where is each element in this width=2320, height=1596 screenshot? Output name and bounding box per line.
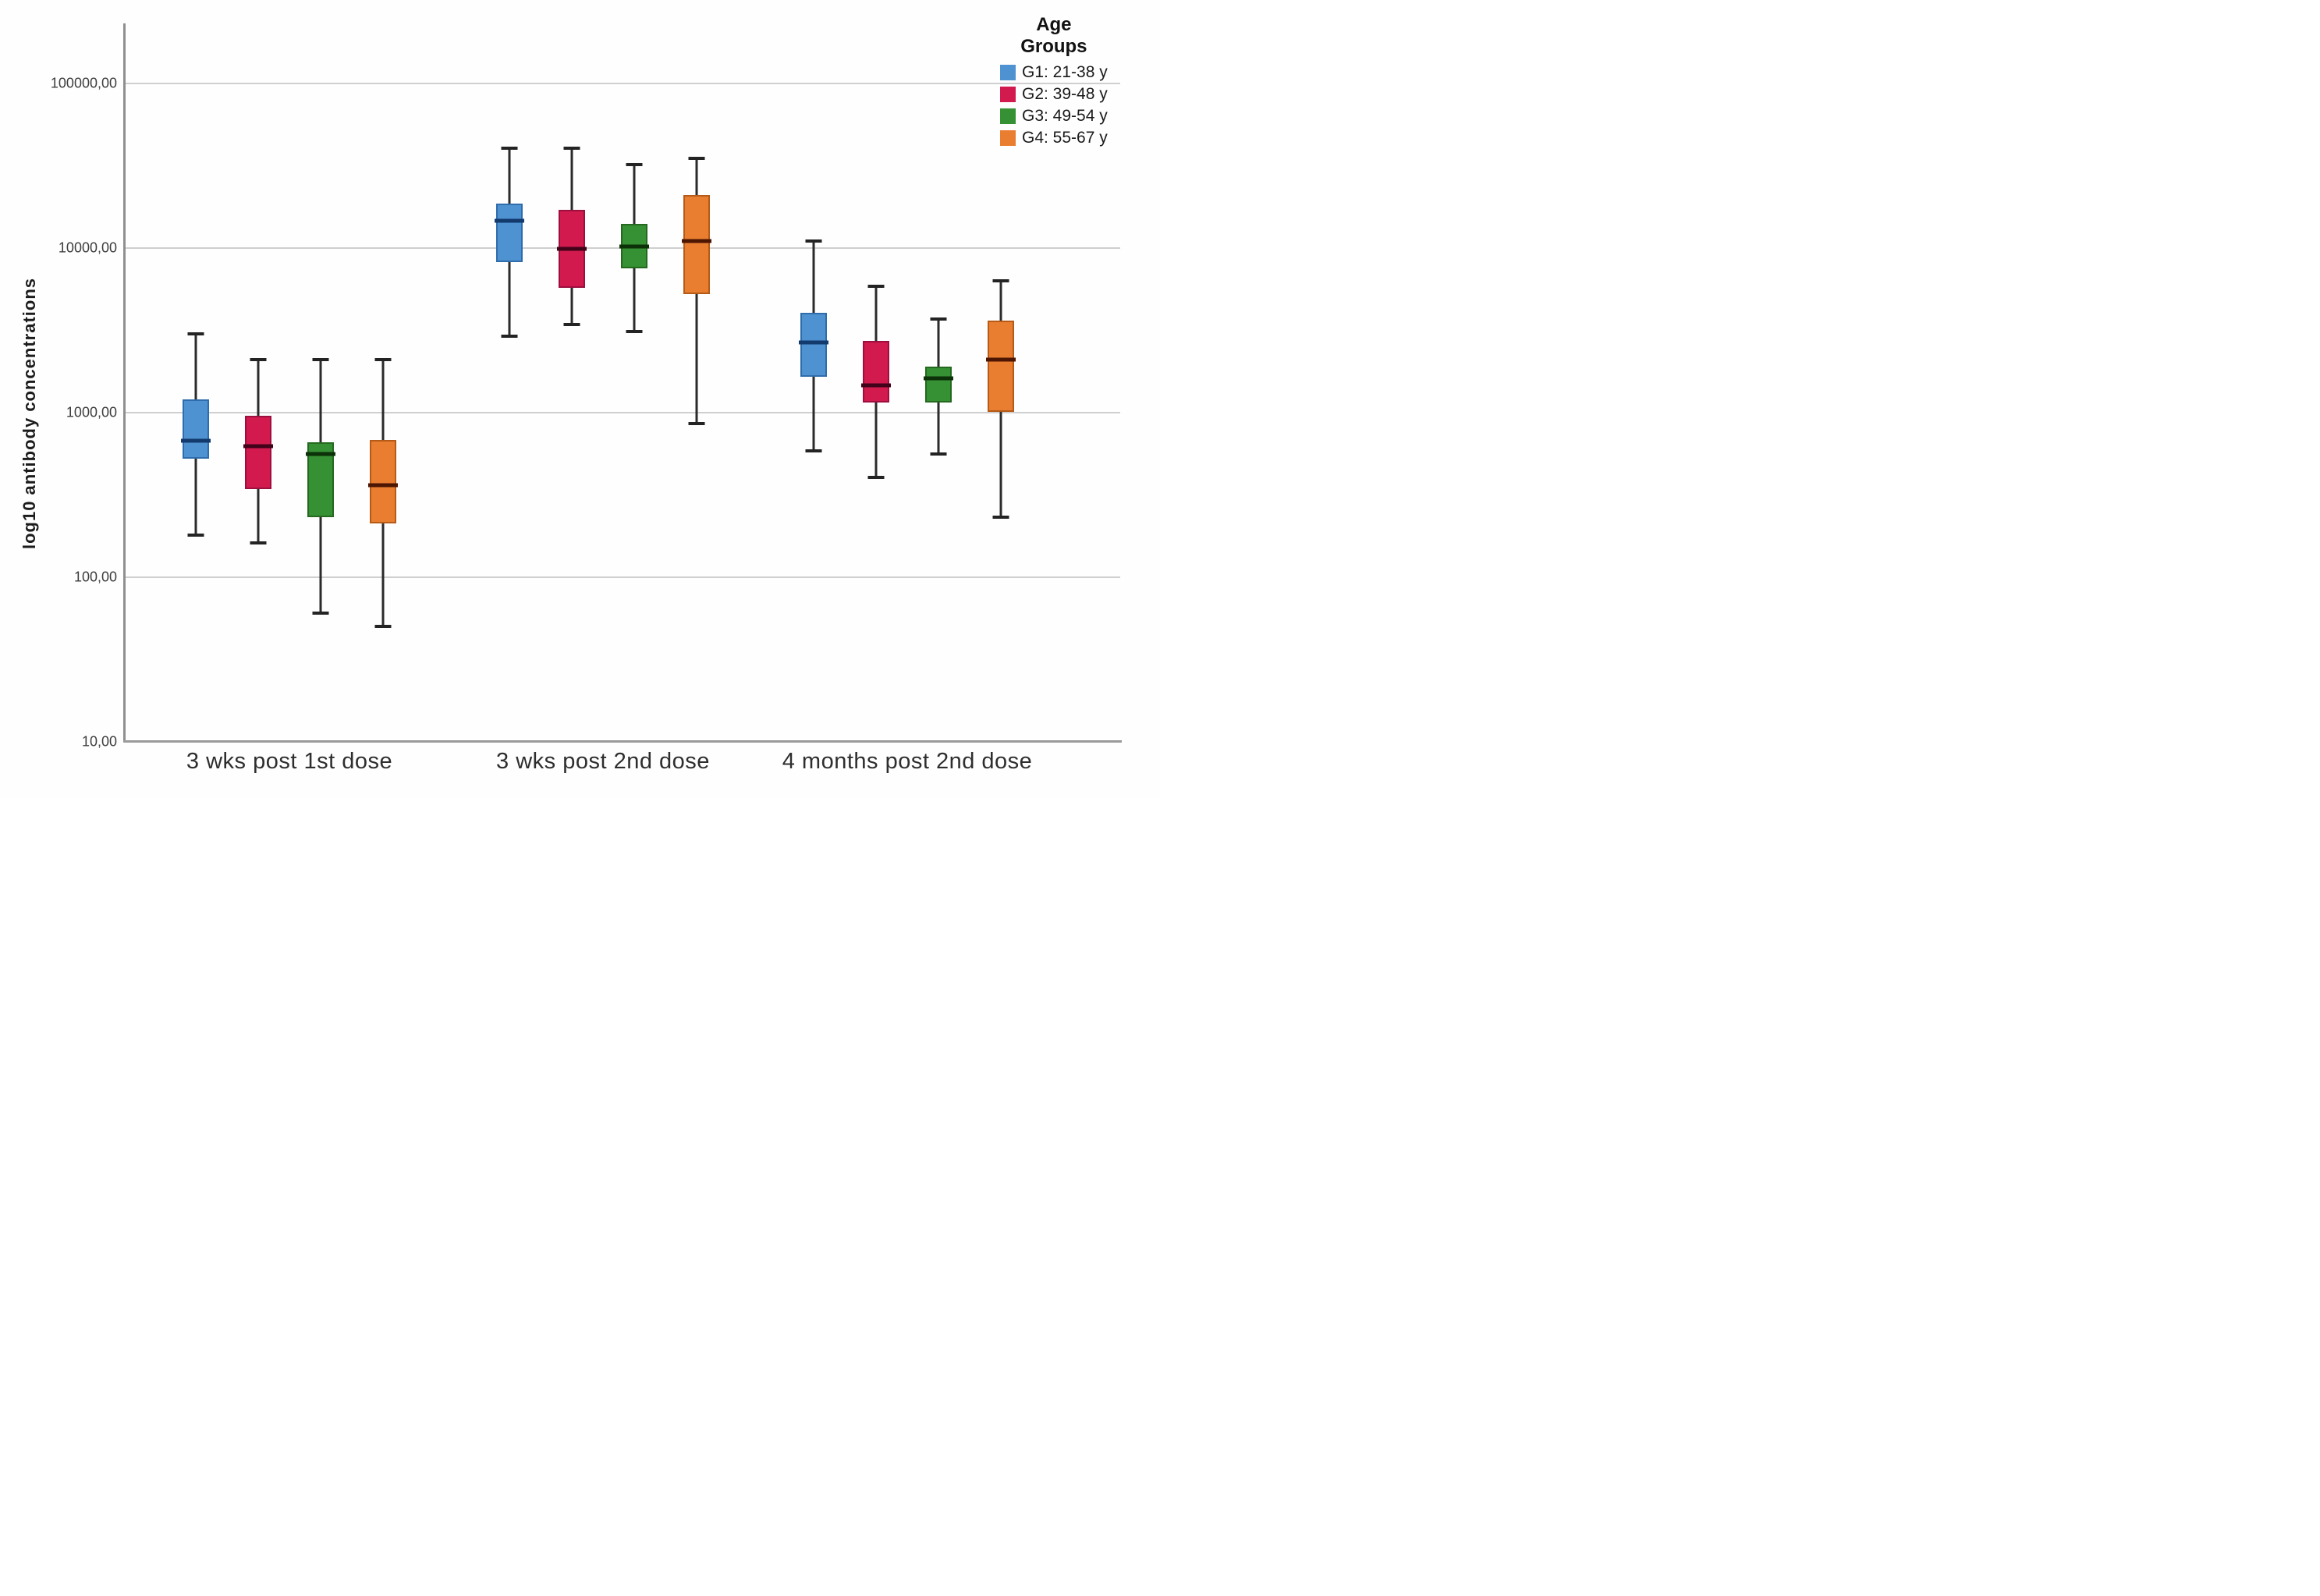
- whisker-cap-bottom: [312, 612, 329, 615]
- legend-entry: G4: 55-67 y: [1000, 129, 1108, 147]
- whisker-cap-top: [563, 147, 580, 151]
- median-line: [924, 376, 953, 381]
- y-tick-label: 10000,00: [58, 239, 117, 255]
- legend-entry: G2: 39-48 y: [1000, 85, 1108, 104]
- legend-swatch-icon: [1000, 108, 1016, 125]
- whisker-cap-top: [626, 162, 643, 166]
- plot-area: 100000,00 10000,00 1000,00 100,00 10,00 3 wks…: [0, 0, 1160, 798]
- median-line: [243, 444, 273, 449]
- whisker-cap-top: [250, 357, 267, 361]
- whisker-cap-bottom: [805, 449, 822, 453]
- y-tick-label: 100,00: [73, 569, 117, 584]
- median-line: [619, 244, 649, 249]
- whisker-cap-bottom: [930, 452, 947, 456]
- y-axis-title: log10 antibody concentrations: [20, 277, 39, 550]
- y-axis-line: [123, 23, 126, 743]
- median-line: [306, 452, 335, 456]
- whisker-cap-bottom: [250, 541, 267, 545]
- x-axis-line: [123, 740, 1122, 743]
- legend-swatch-icon: [1000, 87, 1016, 103]
- whisker-cap-top: [312, 357, 329, 361]
- legend-entries: G1: 21-38 y G2: 39-48 y G3: 49-54 y G4: 55-…: [1000, 63, 1108, 147]
- y-tick-label: 1000,00: [66, 404, 117, 420]
- grid-line: [123, 411, 1120, 413]
- grid-line: [123, 576, 1120, 578]
- legend-label: G3: 49-54 y: [1022, 107, 1108, 126]
- whisker-cap-top: [930, 317, 947, 321]
- legend-title: Age Groups: [1020, 14, 1087, 57]
- box-plot-box: [988, 321, 1014, 413]
- box-plot-box: [183, 399, 209, 459]
- median-line: [368, 483, 398, 488]
- legend-label: G4: 55-67 y: [1022, 129, 1108, 147]
- x-category-label: 3 wks post 1st dose: [186, 749, 393, 774]
- whisker-cap-top: [374, 357, 392, 361]
- x-category-label: 4 months post 2nd dose: [782, 749, 1033, 774]
- whisker-cap-top: [867, 285, 885, 289]
- whisker-cap-bottom: [626, 329, 643, 333]
- legend-label: G2: 39-48 y: [1022, 85, 1108, 104]
- median-line: [557, 246, 587, 251]
- whisker-cap-top: [688, 156, 705, 160]
- box-plot-box: [925, 366, 952, 403]
- median-line: [799, 340, 828, 345]
- box-plot-box: [496, 204, 523, 262]
- box-plot-box: [800, 313, 827, 377]
- whisker-cap-bottom: [187, 533, 204, 537]
- whisker-cap-bottom: [374, 625, 392, 629]
- legend-entry: G3: 49-54 y: [1000, 107, 1108, 126]
- whisker-cap-bottom: [688, 422, 705, 426]
- median-line: [495, 218, 524, 223]
- legend: Age Groups G1: 21-38 y G2: 39-48 y G3: 49-…: [1000, 14, 1108, 151]
- box-plot-box: [683, 194, 710, 295]
- median-line: [682, 239, 711, 243]
- median-line: [986, 357, 1016, 361]
- grid-line: [123, 82, 1120, 84]
- whisker-cap-top: [501, 147, 518, 151]
- box-plot-box: [245, 416, 271, 490]
- whisker-cap-top: [992, 278, 1009, 282]
- box-plot-box: [370, 439, 396, 524]
- boxplot-figure: 100000,00 10000,00 1000,00 100,00 10,00 3 wks…: [0, 0, 1160, 798]
- whisker-cap-bottom: [992, 516, 1009, 520]
- whisker-cap-top: [805, 239, 822, 243]
- legend-swatch-icon: [1000, 130, 1016, 147]
- x-category-label: 3 wks post 2nd dose: [496, 749, 710, 774]
- box-plot-box: [863, 341, 889, 403]
- whisker-cap-top: [187, 332, 204, 335]
- legend-label: G1: 21-38 y: [1022, 63, 1108, 82]
- legend-swatch-icon: [1000, 65, 1016, 81]
- median-line: [181, 438, 211, 443]
- whisker-cap-bottom: [501, 334, 518, 338]
- y-tick-label: 100000,00: [50, 75, 117, 90]
- whisker-cap-bottom: [867, 476, 885, 480]
- whisker-cap-bottom: [563, 323, 580, 327]
- median-line: [861, 383, 891, 388]
- y-tick-label: 10,00: [81, 733, 117, 749]
- legend-entry: G1: 21-38 y: [1000, 63, 1108, 82]
